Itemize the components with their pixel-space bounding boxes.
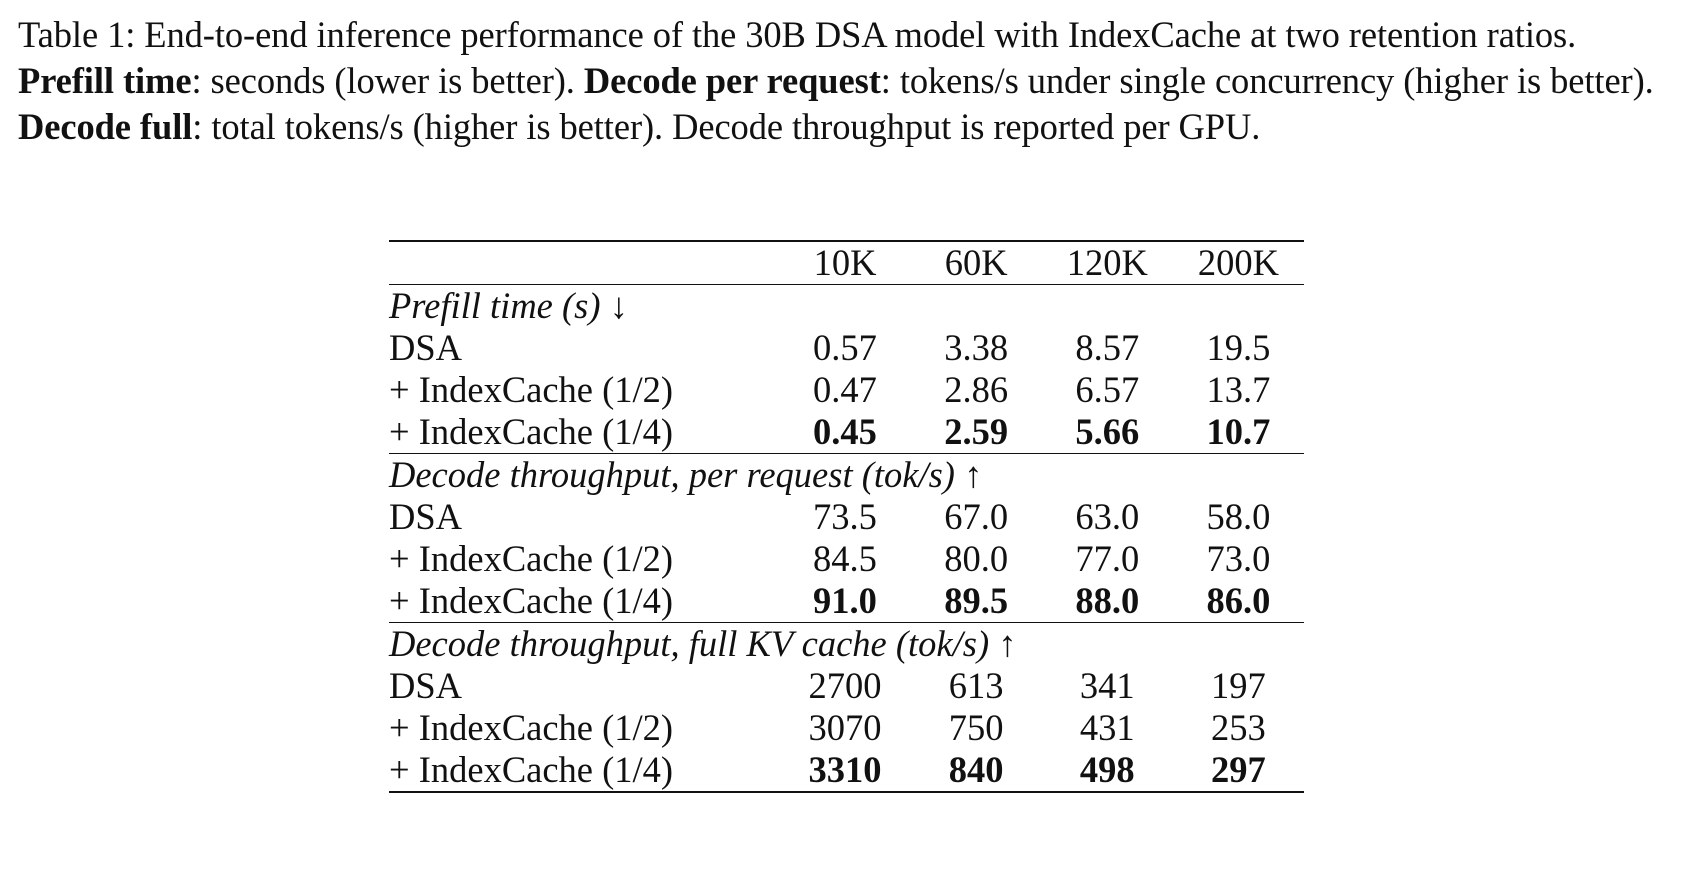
caption-desc-decode-per-request: : tokens/s under single concurrency (hig… <box>880 60 1654 101</box>
row-label: + IndexCache (1/2) <box>389 369 674 410</box>
column-header: 10K <box>779 240 911 285</box>
row-label: + IndexCache (1/2) <box>389 538 674 579</box>
table-cell: 3.38 <box>944 327 1009 368</box>
caption-term-decode-per-request: Decode per request <box>583 60 881 101</box>
row-label: + IndexCache (1/4) <box>389 749 780 793</box>
table-row-best: + IndexCache (1/4) 3310 840 498 297 <box>389 749 1304 793</box>
table-cell: 0.57 <box>813 327 877 368</box>
table-row: + IndexCache (1/2) 3070 750 431 253 <box>389 707 1304 749</box>
table-cell: 253 <box>1211 707 1266 748</box>
caption-term-prefill: Prefill time <box>18 60 192 101</box>
table-cell-bold: 3310 <box>779 749 911 793</box>
table-row: + IndexCache (1/2) 0.47 2.86 6.57 13.7 <box>389 369 1304 411</box>
table-caption: Table 1: End-to-end inference performanc… <box>18 12 1678 150</box>
row-label: + IndexCache (1/2) <box>389 707 674 748</box>
table-cell: 58.0 <box>1206 496 1271 537</box>
header-row: 10K 60K 120K 200K <box>389 240 1304 285</box>
section-title: Prefill time (s) ↓ <box>389 285 628 326</box>
table-cell-bold: 297 <box>1172 749 1304 793</box>
table-cell: 6.57 <box>1075 369 1140 410</box>
table-cell: 19.5 <box>1206 327 1271 368</box>
table-row-best: + IndexCache (1/4) 91.0 89.5 88.0 86.0 <box>389 580 1304 623</box>
row-label: + IndexCache (1/4) <box>389 411 674 452</box>
table-cell-bold: 86.0 <box>1206 580 1271 621</box>
table-cell-bold: 2.59 <box>944 411 1009 452</box>
table-cell-bold: 88.0 <box>1075 580 1140 621</box>
table-cell: 77.0 <box>1075 538 1140 579</box>
table-cell: 63.0 <box>1075 496 1140 537</box>
table-cell: 341 <box>1079 665 1135 706</box>
table-cell: 750 <box>948 707 1004 748</box>
caption-term-decode-full: Decode full <box>18 106 193 147</box>
column-header: 60K <box>910 240 1042 285</box>
table-cell: 8.57 <box>1075 327 1140 368</box>
table-cell: 13.7 <box>1206 369 1271 410</box>
section-header-prefill: Prefill time (s) ↓ <box>389 285 1304 328</box>
table-cell-bold: 10.7 <box>1206 411 1271 452</box>
table-row: DSA 2700 613 341 197 <box>389 665 1304 707</box>
table-cell-bold: 91.0 <box>813 580 877 621</box>
table-row-best: + IndexCache (1/4) 0.45 2.59 5.66 10.7 <box>389 411 1304 454</box>
caption-desc-prefill: : seconds (lower is better). <box>191 60 584 101</box>
table-cell-bold: 498 <box>1041 749 1173 793</box>
section-title: Decode throughput, per request (tok/s) ↑ <box>389 453 1304 496</box>
caption-desc-decode-full: : total tokens/s (higher is better). Dec… <box>192 106 1261 147</box>
row-label: + IndexCache (1/4) <box>389 580 674 621</box>
caption-prefix: Table 1: End-to-end inference performanc… <box>18 14 1577 55</box>
table-row: DSA 73.5 67.0 63.0 58.0 <box>389 496 1304 538</box>
table-cell-bold: 0.45 <box>813 411 877 452</box>
section-header-decode-per-request: Decode throughput, per request (tok/s) ↑ <box>389 453 1304 496</box>
row-label: DSA <box>389 496 463 537</box>
table-row: DSA 0.57 3.38 8.57 19.5 <box>389 327 1304 369</box>
table-cell: 67.0 <box>944 496 1009 537</box>
column-header: 120K <box>1041 240 1173 285</box>
section-title: Decode throughput, full KV cache (tok/s)… <box>389 622 1304 665</box>
table-cell: 431 <box>1079 707 1135 748</box>
table-cell: 2700 <box>808 665 882 706</box>
results-table: 10K 60K 120K 200K Prefill time (s) ↓ DSA… <box>389 240 1304 793</box>
table-cell-bold: 840 <box>910 749 1042 793</box>
table-cell: 73.0 <box>1206 538 1271 579</box>
header-corner <box>389 240 780 285</box>
section-header-decode-full-kv: Decode throughput, full KV cache (tok/s)… <box>389 622 1304 665</box>
column-header: 200K <box>1172 240 1304 285</box>
table-cell: 3070 <box>808 707 882 748</box>
table-row: + IndexCache (1/2) 84.5 80.0 77.0 73.0 <box>389 538 1304 580</box>
table-cell: 0.47 <box>813 369 877 410</box>
table-cell: 197 <box>1211 665 1266 706</box>
table-cell-bold: 89.5 <box>944 580 1009 621</box>
table-cell: 2.86 <box>944 369 1009 410</box>
table-cell: 80.0 <box>944 538 1009 579</box>
row-label: DSA <box>389 665 463 706</box>
table-cell: 613 <box>948 665 1004 706</box>
row-label: DSA <box>389 327 463 368</box>
table-cell: 84.5 <box>813 538 877 579</box>
table-cell-bold: 5.66 <box>1075 411 1140 452</box>
table-cell: 73.5 <box>813 496 877 537</box>
